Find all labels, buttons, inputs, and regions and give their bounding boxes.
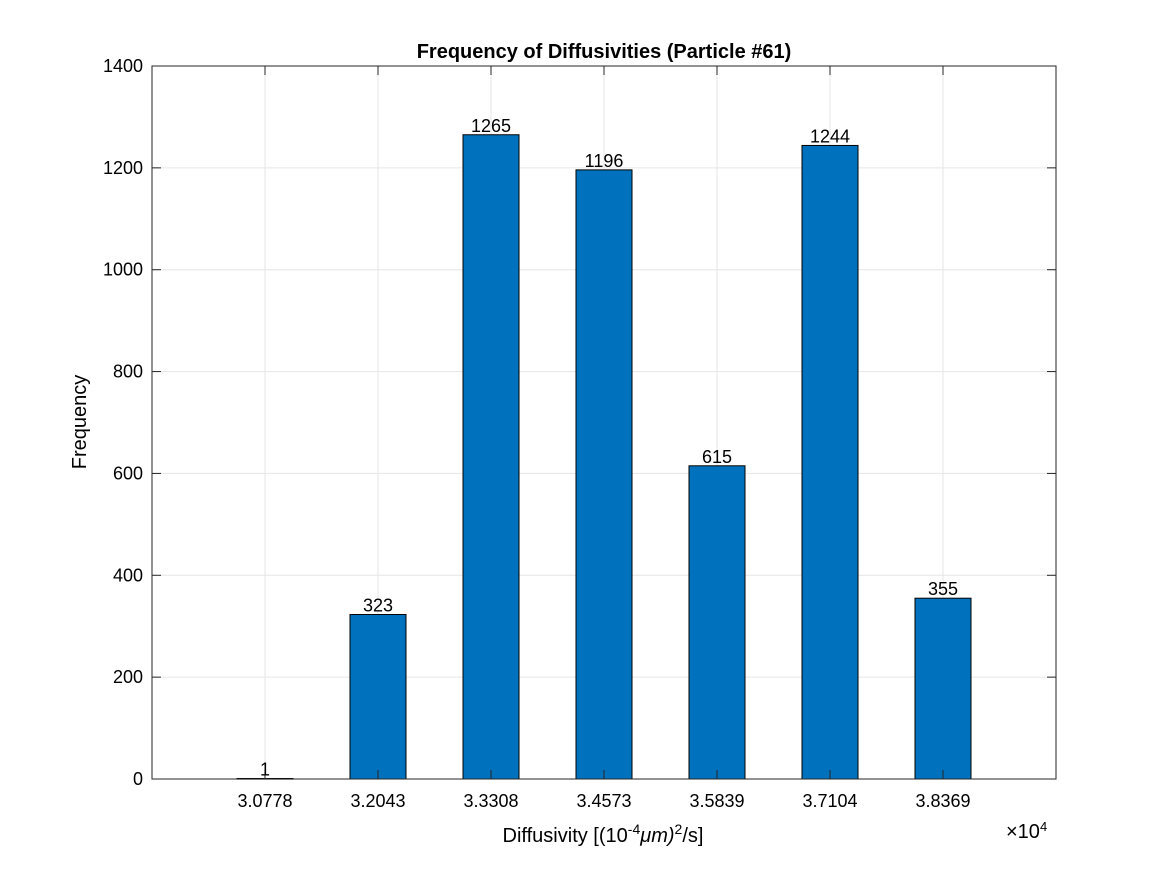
chart-title: Frequency of Diffusivities (Particle #61… xyxy=(417,41,792,63)
y-tick-label: 200 xyxy=(113,667,143,687)
data-labels: 1 323 1265 1196 615 1244 355 xyxy=(260,116,958,780)
y-tick-label: 600 xyxy=(113,463,143,483)
x-tick-label: 3.2043 xyxy=(350,791,405,811)
bar-value-label: 1196 xyxy=(585,151,624,171)
bar xyxy=(462,134,520,780)
bar-value-label: 355 xyxy=(928,579,958,599)
x-axis-title-sup2: 2 xyxy=(675,821,683,837)
bar xyxy=(349,614,407,780)
x-axis-title-mid: μm) xyxy=(639,825,674,847)
bar xyxy=(914,597,972,780)
x-tick-label: 3.4573 xyxy=(576,791,631,811)
bar-value-label: 1265 xyxy=(471,116,511,136)
x-axis-title: Diffusivity [(10-4μm)2/s] xyxy=(503,821,704,847)
bars xyxy=(236,134,972,780)
y-tick-label: 0 xyxy=(133,769,143,789)
x-axis-title-suffix: /s] xyxy=(682,825,703,847)
bar-value-label: 1 xyxy=(260,759,270,779)
y-tick-label: 1200 xyxy=(103,158,143,178)
bar-value-label: 323 xyxy=(363,596,393,616)
bar xyxy=(575,169,633,780)
y-tick-label: 800 xyxy=(113,362,143,382)
x-axis-exponent: ×104 xyxy=(1006,819,1047,844)
x-tick-label: 3.5839 xyxy=(689,791,744,811)
y-tick-label: 400 xyxy=(113,565,143,585)
x-tick-label: 3.8369 xyxy=(915,791,970,811)
x-tick-label: 3.3308 xyxy=(463,791,518,811)
x-axis-exponent-power: 4 xyxy=(1040,819,1047,834)
x-axis-title-sup1: -4 xyxy=(628,821,641,837)
bar xyxy=(688,465,746,780)
x-tick-label: 3.7104 xyxy=(802,791,857,811)
plot-frame xyxy=(151,65,1057,780)
x-axis-title-prefix: Diffusivity [(10 xyxy=(503,825,628,847)
x-tick-label: 3.0778 xyxy=(237,791,292,811)
y-axis-title: Frequency xyxy=(69,375,91,470)
y-tick-label: 1000 xyxy=(103,260,143,280)
bar-value-label: 615 xyxy=(702,447,732,467)
x-tick-labels: 3.0778 3.2043 3.3308 3.4573 3.5839 3.7104 3.83… xyxy=(237,791,970,811)
x-axis-exponent-base: ×10 xyxy=(1006,821,1040,843)
y-tick-labels: 0 200 400 600 800 1000 1200 1400 xyxy=(103,56,143,789)
y-tick-label: 1400 xyxy=(103,56,143,76)
bar xyxy=(801,144,859,780)
bar-value-label: 1244 xyxy=(810,126,850,146)
